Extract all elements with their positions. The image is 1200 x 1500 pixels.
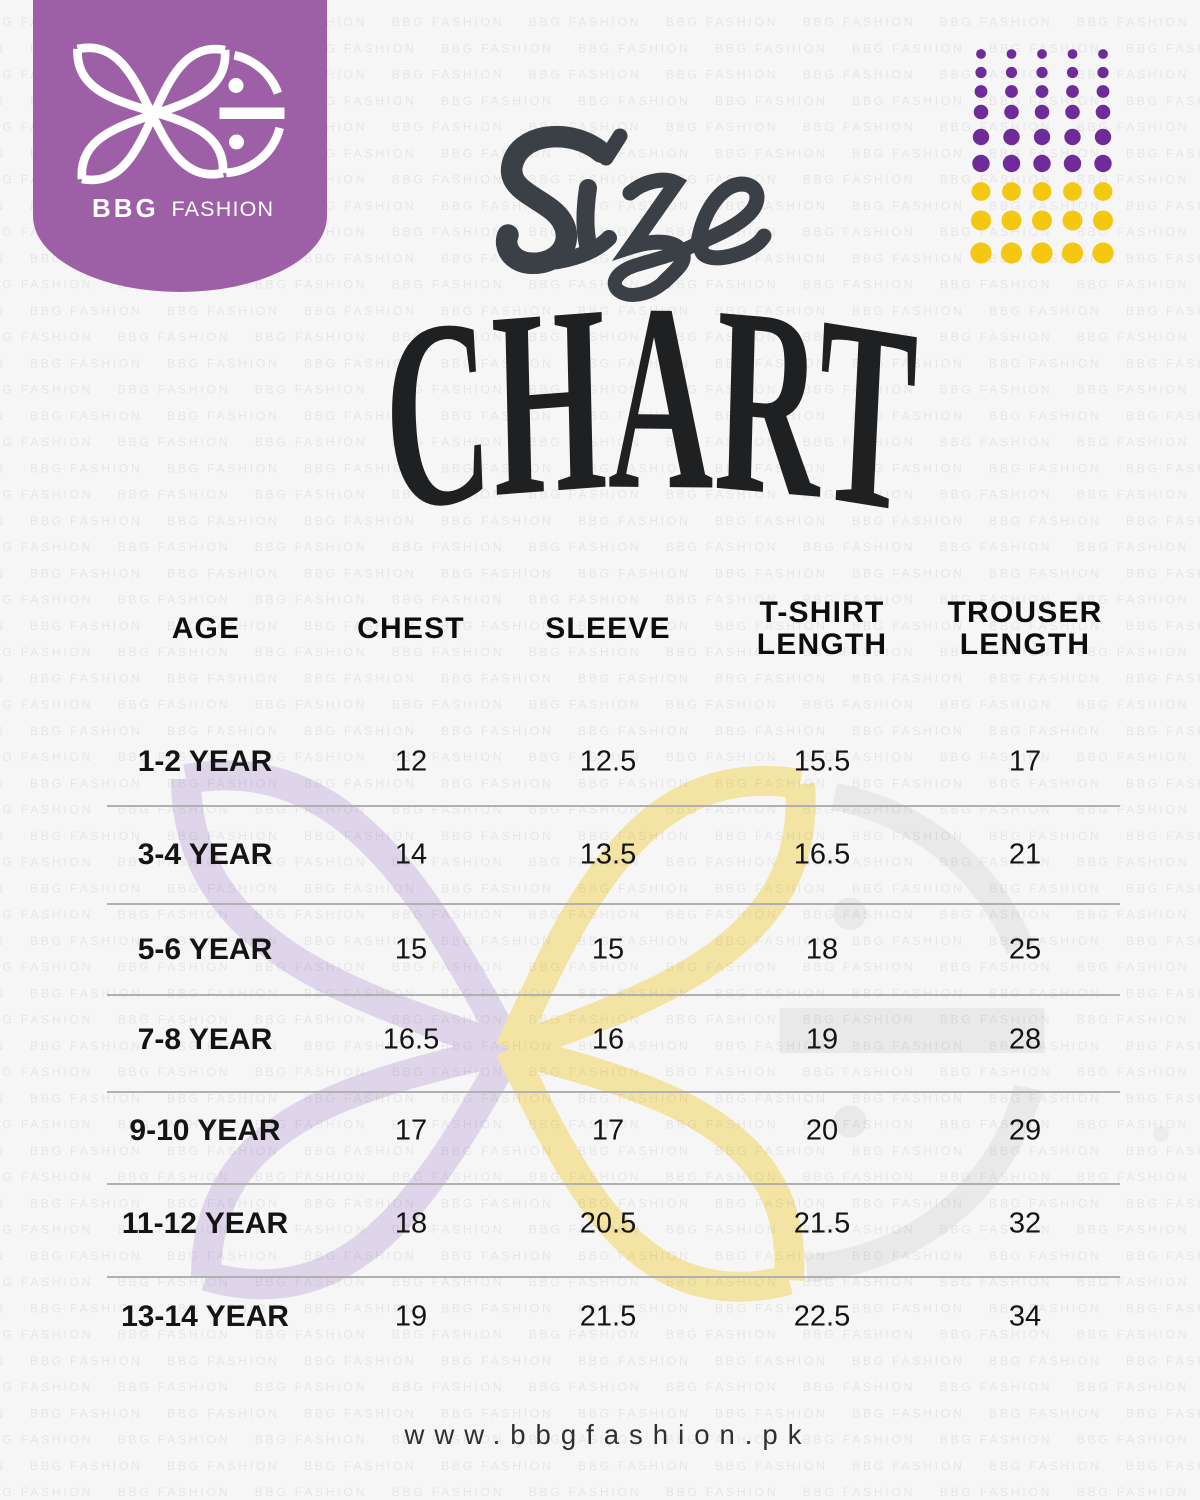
svg-text:BBG: BBG <box>92 193 159 223</box>
svg-text:FASHION: FASHION <box>172 197 275 221</box>
svg-text:CHART: CHART <box>378 280 922 540</box>
